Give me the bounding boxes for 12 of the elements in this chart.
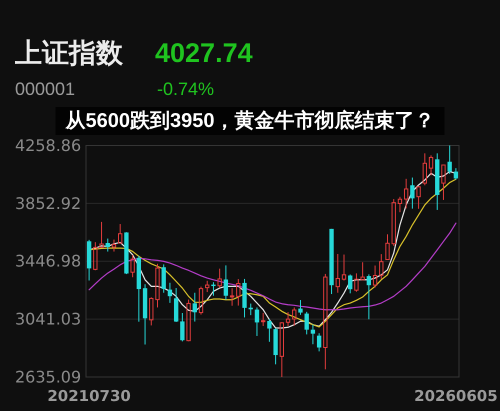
- x-tick-label: 20210730: [47, 387, 131, 405]
- title: 上证指数: [15, 38, 123, 68]
- price: 4027.74: [155, 38, 253, 68]
- x-tick-label: 20260605: [414, 387, 498, 405]
- y-tick-label: 3852.92: [15, 194, 82, 213]
- y-tick-label: 4258.86: [15, 136, 82, 155]
- subtitle: 000001: [15, 79, 76, 99]
- y-tick-label: 2635.09: [15, 368, 82, 386]
- headline: 从5600跌到3950，黄金牛市彻底结束了？: [56, 107, 444, 135]
- y-tick-label: 3041.03: [15, 310, 82, 329]
- change: -0.74%: [157, 79, 214, 99]
- y-tick-label: 3446.98: [15, 252, 82, 271]
